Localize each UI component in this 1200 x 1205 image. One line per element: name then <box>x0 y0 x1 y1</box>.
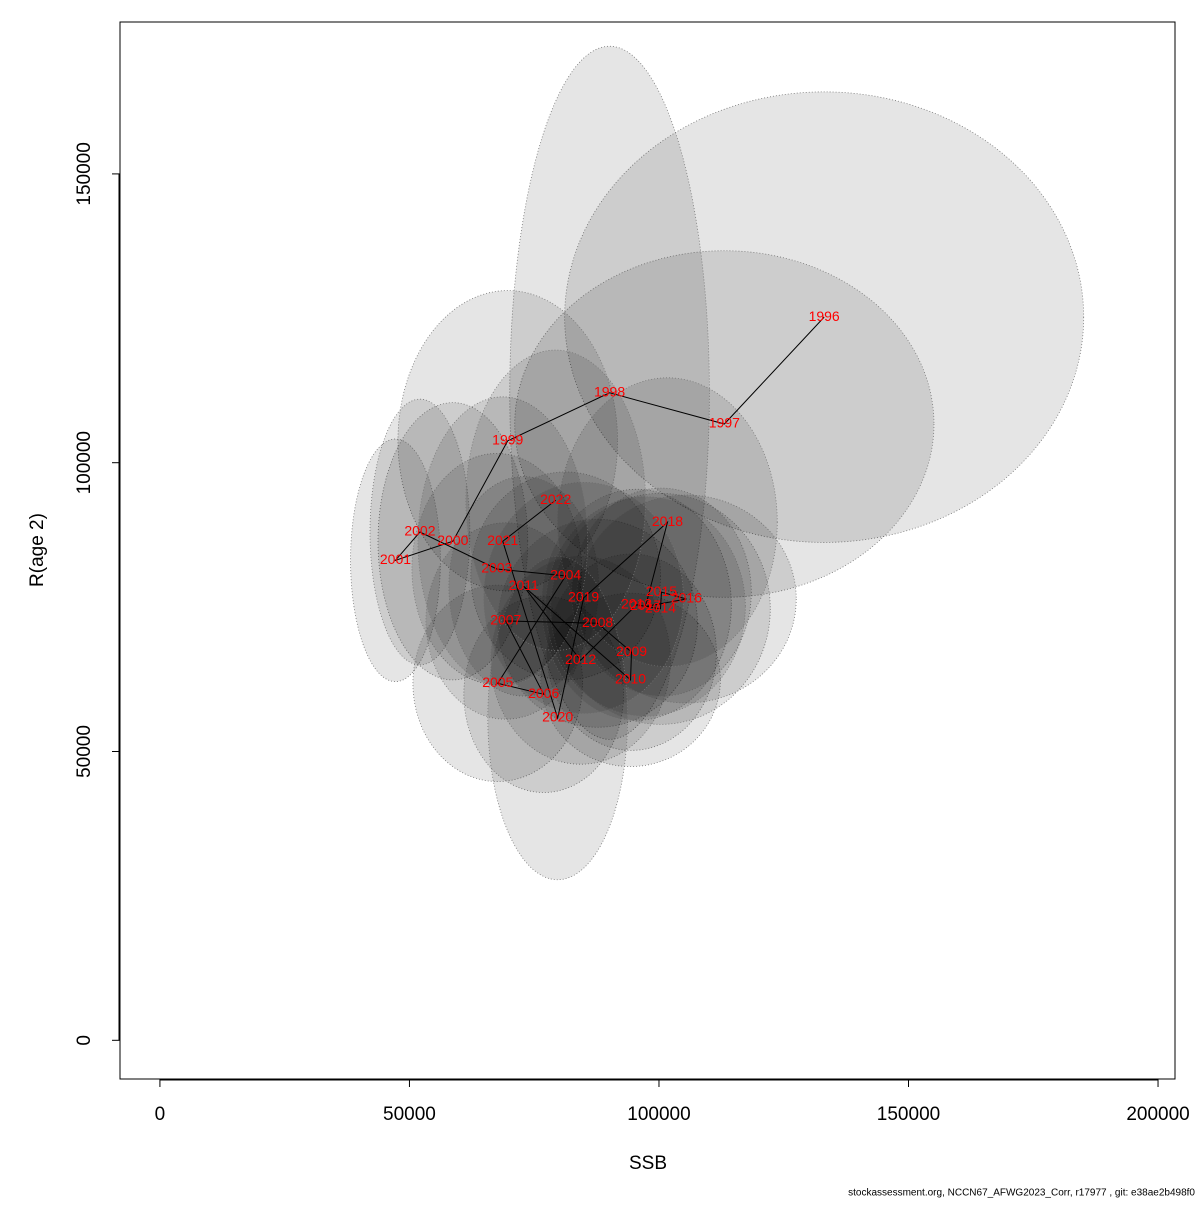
year-label: 2011 <box>509 577 539 593</box>
x-tick-label: 150000 <box>877 1104 940 1125</box>
year-label: 2022 <box>540 491 571 507</box>
x-tick-label: 50000 <box>383 1104 436 1125</box>
y-tick-label: 150000 <box>74 142 95 205</box>
y-axis-label: R(age 2) <box>27 513 48 587</box>
year-label: 1999 <box>492 431 523 447</box>
x-tick-label: 200000 <box>1126 1104 1189 1125</box>
year-label: 2005 <box>482 674 513 690</box>
year-label: 2020 <box>542 709 573 725</box>
plot-frame <box>119 21 1176 1080</box>
y-tick-label: 100000 <box>74 431 95 494</box>
year-label: 2013 <box>621 595 652 611</box>
year-label: 2004 <box>550 567 581 583</box>
year-label: 2008 <box>582 614 613 630</box>
year-label: 2012 <box>565 651 596 667</box>
year-label: 2007 <box>490 612 521 628</box>
year-label: 2014 <box>645 600 676 616</box>
year-label: 2018 <box>652 513 683 529</box>
year-label: 1996 <box>809 308 840 324</box>
year-label: 2003 <box>481 560 512 576</box>
year-label: 2000 <box>437 532 468 548</box>
year-label: 2019 <box>568 589 599 605</box>
year-label: 2002 <box>404 523 435 539</box>
year-label: 2016 <box>671 590 702 606</box>
footer: stockassessment.org, NCCN67_AFWG2023_Cor… <box>848 1188 1195 1199</box>
year-label: 1997 <box>709 415 740 431</box>
x-tick-label: 0 <box>155 1104 166 1125</box>
year-label: 2017 <box>630 597 661 613</box>
trajectory-line <box>393 316 825 720</box>
year-label: 2015 <box>646 583 677 599</box>
y-tick-label: 0 <box>74 1035 95 1046</box>
x-tick-label: 100000 <box>627 1104 690 1125</box>
year-label: 2009 <box>616 643 647 659</box>
year-label: 2006 <box>528 685 559 701</box>
year-label: 2010 <box>615 671 646 687</box>
x-axis-label: SSB <box>629 1153 667 1174</box>
year-label: 2021 <box>487 532 518 548</box>
year-label: 2001 <box>380 551 411 567</box>
y-tick-label: 50000 <box>74 725 95 778</box>
year-label: 1998 <box>594 384 625 400</box>
